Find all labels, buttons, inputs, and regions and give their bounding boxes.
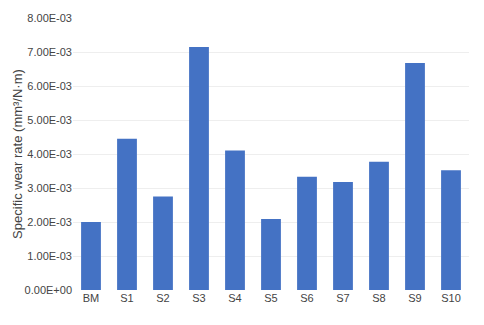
svg-text:S2: S2 xyxy=(156,292,169,304)
svg-text:BM: BM xyxy=(83,292,100,304)
svg-text:S6: S6 xyxy=(300,292,313,304)
svg-text:S4: S4 xyxy=(228,292,241,304)
svg-text:5.00E-03: 5.00E-03 xyxy=(27,114,72,126)
svg-text:S10: S10 xyxy=(441,292,461,304)
svg-text:1.00E-03: 1.00E-03 xyxy=(27,250,72,262)
svg-text:S8: S8 xyxy=(372,292,385,304)
svg-text:3.00E-03: 3.00E-03 xyxy=(27,182,72,194)
svg-text:2.00E-03: 2.00E-03 xyxy=(27,216,72,228)
svg-text:4.00E-03: 4.00E-03 xyxy=(27,148,72,160)
svg-text:S9: S9 xyxy=(408,292,421,304)
svg-text:Specific wear rate (mm³/N·m): Specific wear rate (mm³/N·m) xyxy=(10,69,25,239)
svg-text:0.00E+00: 0.00E+00 xyxy=(25,284,72,296)
svg-text:S7: S7 xyxy=(336,292,349,304)
svg-text:S5: S5 xyxy=(264,292,277,304)
svg-text:6.00E-03: 6.00E-03 xyxy=(27,80,72,92)
svg-text:8.00E-03: 8.00E-03 xyxy=(27,12,72,24)
svg-text:S1: S1 xyxy=(120,292,133,304)
svg-text:S3: S3 xyxy=(192,292,205,304)
svg-text:7.00E-03: 7.00E-03 xyxy=(27,46,72,58)
